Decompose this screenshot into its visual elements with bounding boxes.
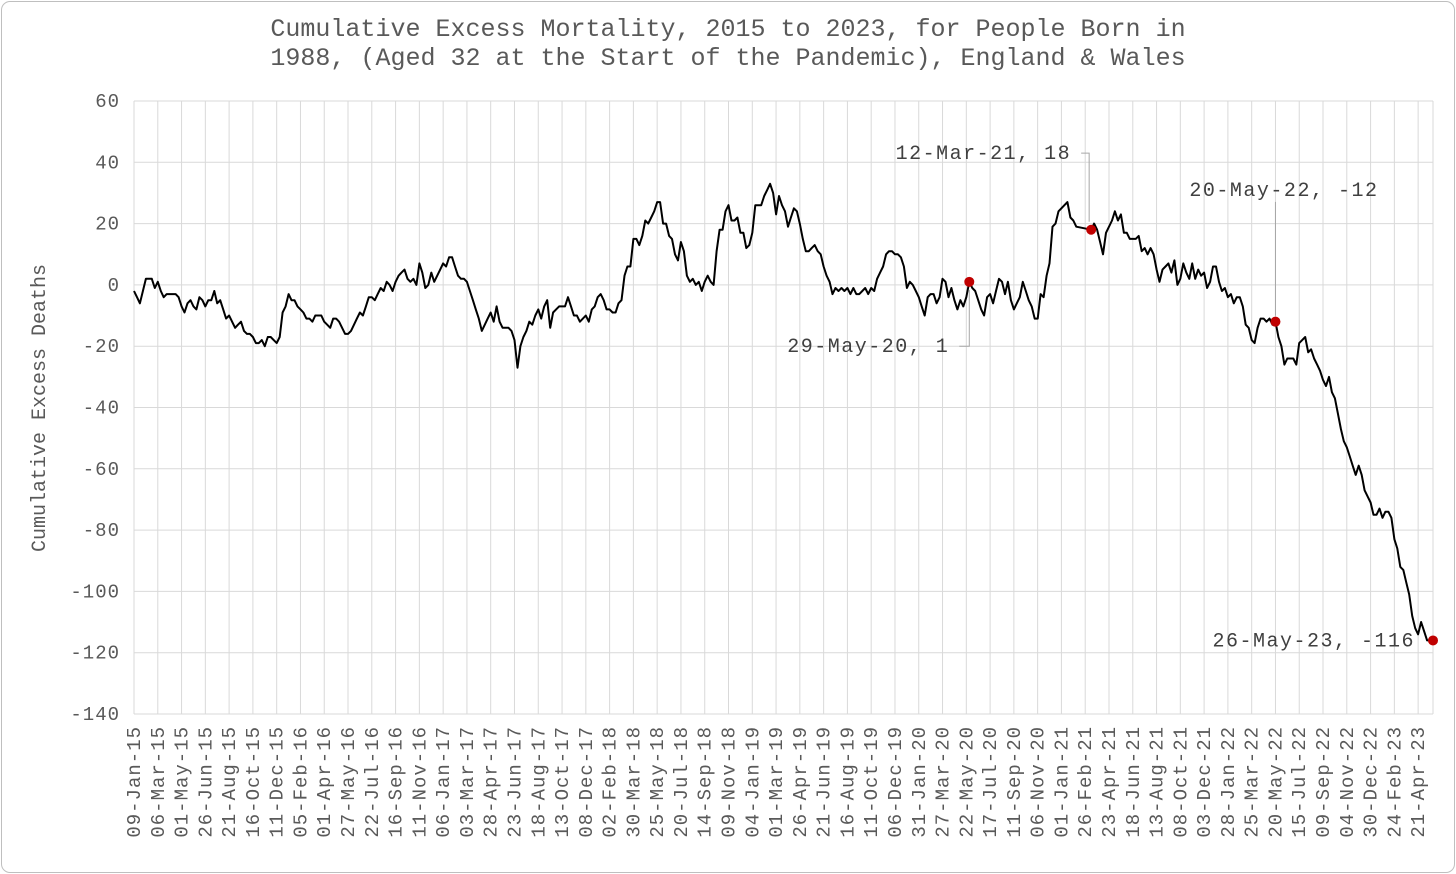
annotation-label: 20-May-22, -12 xyxy=(1189,180,1378,203)
x-tick-label: 01-Jan-21 xyxy=(1051,726,1073,838)
annotation-label: 12-Mar-21, 18 xyxy=(896,143,1072,166)
x-tick-label: 14-Sep-18 xyxy=(695,726,717,838)
x-tick-label: 30-Mar-18 xyxy=(623,726,645,838)
x-tick-label: 06-Nov-20 xyxy=(1028,726,1050,838)
x-tick-label: 04-Nov-22 xyxy=(1337,726,1359,838)
y-tick-label: -140 xyxy=(70,704,120,726)
x-tick-label: 26-Feb-21 xyxy=(1075,726,1097,838)
x-tick-label: 03-Mar-17 xyxy=(457,726,479,838)
chart-title: Cumulative Excess Mortality, 2015 to 202… xyxy=(0,15,1456,73)
x-tick-label: 31-Jan-20 xyxy=(909,726,931,838)
x-tick-label: 01-May-15 xyxy=(172,726,194,838)
x-tick-label: 11-Nov-16 xyxy=(409,726,431,838)
y-tick-label: -60 xyxy=(83,459,120,481)
annotations: 29-May-20, 1 12-Mar-21, 18 20-May-22, -12 2… xyxy=(787,143,1438,653)
x-tick-label: 17-Jul-20 xyxy=(980,726,1002,838)
x-tick-label: 13-Oct-17 xyxy=(552,726,574,838)
x-tick-label: 30-Dec-22 xyxy=(1361,726,1383,838)
annotation-marker xyxy=(1270,316,1281,327)
x-tick-label: 21-Apr-23 xyxy=(1408,726,1430,838)
x-tick-label: 28-Jan-22 xyxy=(1218,726,1240,838)
x-tick-label: 08-Oct-21 xyxy=(1170,726,1192,838)
y-tick-label: -100 xyxy=(70,581,120,603)
x-tick-label: 23-Jun-17 xyxy=(504,726,526,838)
x-tick-label: 03-Dec-21 xyxy=(1194,726,1216,838)
y-axis-ticks: 60 40 20 0 -20 -40 -60 -80 -100 -120 -140 xyxy=(70,91,120,726)
y-tick-label: -40 xyxy=(83,398,120,420)
chart-title-line-2: 1988, (Aged 32 at the Start of the Pande… xyxy=(270,44,1186,73)
x-tick-label: 09-Jan-15 xyxy=(124,726,146,838)
annotation-label: 29-May-20, 1 xyxy=(787,336,949,359)
x-tick-label: 16-Aug-19 xyxy=(837,726,859,838)
x-axis-ticks: 09-Jan-15 06-Mar-15 01-May-15 26-Jun-15 21-A… xyxy=(124,726,1430,838)
x-tick-label: 16-Sep-16 xyxy=(386,726,408,838)
x-tick-label: 01-Mar-19 xyxy=(766,726,788,838)
x-tick-label: 27-Mar-20 xyxy=(933,726,955,838)
x-tick-label: 06-Jan-17 xyxy=(433,726,455,838)
x-tick-label: 27-May-16 xyxy=(338,726,360,838)
x-tick-label: 11-Sep-20 xyxy=(1004,726,1026,838)
y-tick-label: 0 xyxy=(108,275,120,297)
x-tick-label: 26-Jun-15 xyxy=(195,726,217,838)
annotation-label: 26-May-23, -116 xyxy=(1212,630,1415,653)
x-tick-label: 23-Apr-21 xyxy=(1099,726,1121,838)
x-tick-label: 09-Sep-22 xyxy=(1313,726,1335,838)
x-tick-label: 15-Jul-22 xyxy=(1289,726,1311,838)
x-tick-label: 02-Feb-18 xyxy=(600,726,622,838)
annotation-marker xyxy=(964,276,975,287)
x-tick-label: 18-Aug-17 xyxy=(528,726,550,838)
x-tick-label: 21-Aug-15 xyxy=(219,726,241,838)
x-tick-label: 09-Nov-18 xyxy=(719,726,741,838)
x-tick-label: 26-Apr-19 xyxy=(790,726,812,838)
x-tick-label: 11-Oct-19 xyxy=(861,726,883,838)
annotation-leader xyxy=(1081,152,1090,222)
x-tick-label: 08-Dec-17 xyxy=(576,726,598,838)
x-tick-label: 06-Dec-19 xyxy=(885,726,907,838)
series-line xyxy=(133,182,1433,642)
x-tick-label: 22-May-20 xyxy=(956,726,978,838)
y-axis-label: Cumulative Excess Deaths xyxy=(29,264,52,552)
annotation-marker xyxy=(1086,224,1097,235)
x-tick-label: 13-Aug-21 xyxy=(1147,726,1169,838)
x-tick-label: 28-Apr-17 xyxy=(481,726,503,838)
annotation-marker xyxy=(1428,635,1438,646)
y-tick-label: 40 xyxy=(95,152,120,174)
x-tick-label: 22-Jul-16 xyxy=(362,726,384,838)
x-tick-label: 06-Mar-15 xyxy=(148,726,170,838)
x-tick-label: 21-Jun-19 xyxy=(814,726,836,838)
x-tick-label: 25-May-18 xyxy=(647,726,669,838)
x-tick-label: 18-Jun-21 xyxy=(1123,726,1145,838)
x-tick-label: 05-Feb-16 xyxy=(290,726,312,838)
grid-lines xyxy=(133,100,1434,715)
y-tick-label: -80 xyxy=(83,520,120,542)
x-tick-label: 01-Apr-16 xyxy=(314,726,336,838)
y-tick-label: -20 xyxy=(83,336,120,358)
x-tick-label: 20-Jul-18 xyxy=(671,726,693,838)
x-tick-label: 25-Mar-22 xyxy=(1242,726,1264,838)
x-tick-label: 04-Jan-19 xyxy=(742,726,764,838)
y-tick-label: 60 xyxy=(95,91,120,113)
annotation-leader xyxy=(959,289,970,347)
y-tick-label: -120 xyxy=(70,643,120,665)
chart-title-line-1: Cumulative Excess Mortality, 2015 to 202… xyxy=(270,15,1186,44)
y-tick-label: 20 xyxy=(95,214,120,236)
x-tick-label: 16-Oct-15 xyxy=(243,726,265,838)
x-tick-label: 20-May-22 xyxy=(1265,726,1287,838)
x-tick-label: 11-Dec-15 xyxy=(267,726,289,838)
x-tick-label: 24-Feb-23 xyxy=(1384,726,1406,838)
